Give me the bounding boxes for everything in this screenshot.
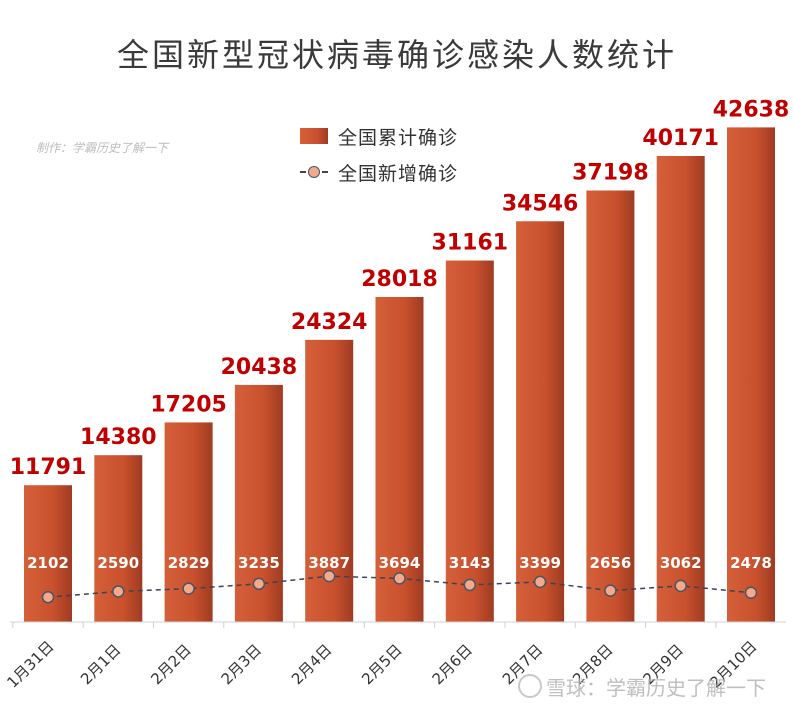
line-value-label: 3235: [238, 554, 280, 572]
line-point: [112, 585, 125, 598]
bar-value-label: 34546: [502, 191, 579, 216]
x-tick-label: 1月31日: [3, 637, 57, 691]
bar-value-label: 28018: [361, 267, 438, 292]
line-point: [604, 584, 617, 597]
bar-value-label: 24324: [291, 310, 368, 335]
bar: [586, 190, 635, 622]
bar: [445, 260, 494, 622]
x-tick-label: 2月1日: [77, 641, 124, 688]
bar-value-label: 42638: [713, 97, 790, 122]
legend-item-new: 全国新增确诊: [300, 154, 458, 190]
bar: [516, 221, 565, 622]
bar-value-label: 31161: [432, 231, 509, 256]
x-tick-label: 2月2日: [147, 641, 194, 688]
line-value-label: 2656: [590, 554, 632, 572]
snowball-logo-icon: [518, 674, 542, 698]
bar-value-label: 37198: [572, 161, 649, 186]
line-point: [744, 586, 758, 600]
line-value-label: 2590: [97, 554, 139, 572]
bar-value-label: 17205: [150, 392, 227, 417]
line-marker-icon: [300, 164, 328, 180]
line-point: [674, 579, 687, 593]
bar-swatch-icon: [300, 128, 328, 144]
bar-value-label: 14380: [80, 425, 157, 450]
line-value-label: 3887: [308, 554, 350, 572]
bar: [656, 156, 705, 622]
x-tick-label: 2月3日: [218, 641, 265, 688]
bar-value-label: 40171: [642, 126, 719, 151]
legend-item-cumulative: 全国累计确诊: [300, 118, 458, 154]
line-value-label: 3399: [519, 554, 561, 572]
x-tick-label: 2月4日: [288, 641, 335, 688]
line-point: [182, 582, 195, 595]
line-point: [252, 577, 266, 591]
bar-value-label: 20438: [221, 355, 298, 380]
line-point: [41, 590, 55, 604]
line-point: [322, 569, 336, 583]
line-series: 2102 2590 2829 3235 3887 3694 3143 3399 2656 3062…: [27, 554, 772, 604]
watermark-text: 雪球：学霸历史了解一下: [546, 676, 766, 700]
line-value-label: 2829: [168, 554, 210, 572]
bar: [375, 296, 424, 622]
line-value-label: 3143: [449, 554, 491, 572]
x-tick-label: 2月5日: [358, 641, 405, 688]
credit-text: 制作：学霸历史了解一下: [36, 141, 169, 155]
bar-value-label: 11791: [10, 455, 87, 480]
line-point: [463, 578, 477, 592]
legend-label-new: 全国新增确诊: [338, 162, 459, 185]
line-point: [533, 575, 547, 589]
bar: [727, 127, 775, 622]
watermark: 雪球：学霸历史了解一下: [518, 672, 766, 701]
legend: 全国累计确诊 全国新增确诊: [300, 118, 458, 190]
line-value-label: 2478: [730, 554, 772, 572]
line-point: [393, 572, 406, 585]
legend-label-cumulative: 全国累计确诊: [338, 126, 459, 149]
x-tick-label: 2月6日: [429, 641, 476, 688]
line-value-label: 3062: [660, 554, 702, 572]
chart-title: 全国新型冠状病毒确诊感染人数统计: [116, 36, 677, 74]
line-value-label: 2102: [27, 554, 69, 572]
line-value-label: 3694: [379, 554, 421, 572]
